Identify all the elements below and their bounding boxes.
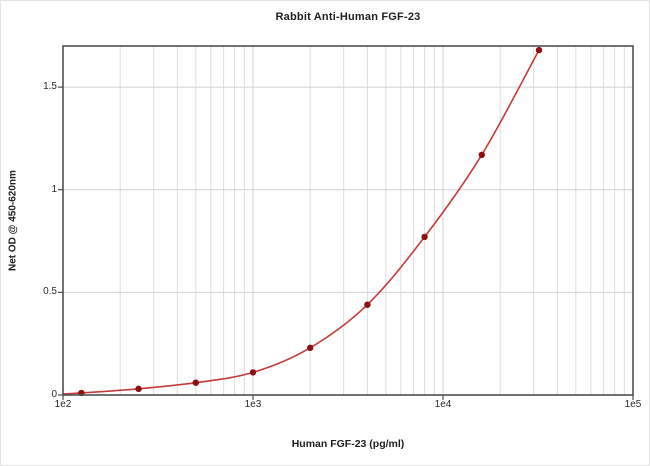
data-point-marker xyxy=(249,369,257,376)
data-point-marker xyxy=(192,379,199,386)
data-point-marker xyxy=(421,233,428,241)
x-tick-label: 1e3 xyxy=(244,399,262,410)
data-point-marker xyxy=(307,344,314,351)
x-tick-label: 1e4 xyxy=(434,399,452,410)
data-point-marker xyxy=(535,46,543,54)
y-tick-label: 0.5 xyxy=(43,286,57,298)
x-tick-label: 1e2 xyxy=(54,399,72,410)
chart-title: Rabbit Anti-Human FGF-23 xyxy=(275,11,421,23)
data-point-marker xyxy=(135,385,142,392)
x-axis-title: Human FGF-23 (pg/ml) xyxy=(291,438,405,450)
standard-curve-line xyxy=(62,49,540,395)
y-tick-label: 1 xyxy=(51,183,57,195)
y-tick-label: 1.5 xyxy=(43,81,57,93)
data-point-marker xyxy=(364,301,371,308)
data-point-marker xyxy=(478,151,485,158)
x-tick-label: 1e5 xyxy=(624,399,642,410)
y-tick-label: 0 xyxy=(51,389,57,400)
plot-frame xyxy=(62,45,634,396)
